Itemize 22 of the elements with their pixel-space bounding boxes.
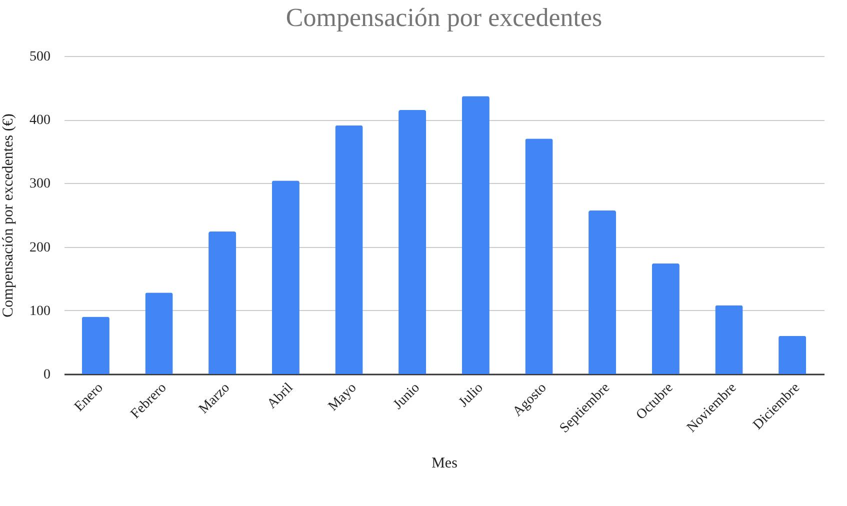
bar bbox=[652, 263, 680, 374]
y-tick-label: 0 bbox=[44, 368, 50, 382]
y-tick-label: 200 bbox=[30, 240, 50, 256]
bar bbox=[588, 210, 616, 374]
y-tick-label: 100 bbox=[30, 304, 50, 319]
bar bbox=[398, 110, 426, 374]
bar bbox=[208, 232, 236, 374]
bar bbox=[778, 336, 806, 374]
bar bbox=[82, 316, 110, 374]
bar bbox=[335, 125, 363, 374]
chart-title: Compensación por excedentes bbox=[286, 3, 602, 32]
bar bbox=[462, 96, 490, 374]
y-tick-label: 300 bbox=[30, 176, 50, 192]
y-tick-label: 500 bbox=[30, 50, 50, 64]
y-tick-label: 400 bbox=[30, 113, 50, 128]
x-axis-title: Mes bbox=[432, 455, 458, 472]
bar bbox=[145, 292, 173, 374]
y-axis-title: Compensación por excedentes (€) bbox=[0, 114, 16, 318]
bar bbox=[715, 305, 743, 374]
bar bbox=[525, 138, 553, 374]
x-tick-label: Julio bbox=[456, 380, 486, 410]
bar bbox=[272, 180, 300, 374]
